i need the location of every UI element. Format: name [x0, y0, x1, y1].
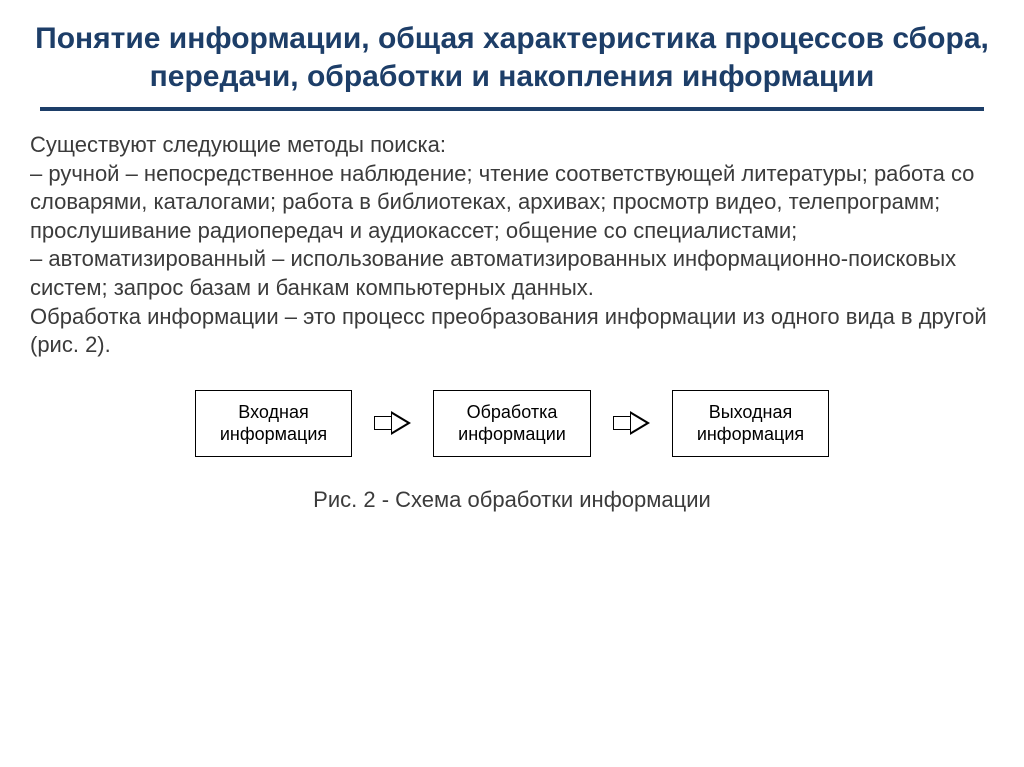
flow-diagram: Входная информация Обработка информации … [30, 390, 994, 457]
box-output-info: Выходная информация [672, 390, 829, 457]
figure-caption: Рис. 2 - Схема обработки информации [30, 487, 994, 513]
title-rule [40, 107, 984, 111]
box-processing: Обработка информации [433, 390, 591, 457]
box-input-info: Входная информация [195, 390, 352, 457]
processing-definition: Обработка информации – это процесс преоб… [30, 303, 994, 360]
arrow-icon [613, 411, 650, 435]
arrow-icon [374, 411, 411, 435]
body-text: Существуют следующие методы поиска: – ру… [30, 131, 994, 360]
list-item-manual: – ручной – непосредственное наблюдение; … [30, 160, 994, 246]
intro-line: Существуют следующие методы поиска: [30, 131, 994, 160]
list-item-automated: – автоматизированный – использование авт… [30, 245, 994, 302]
slide-title: Понятие информации, общая характеристика… [30, 20, 994, 95]
